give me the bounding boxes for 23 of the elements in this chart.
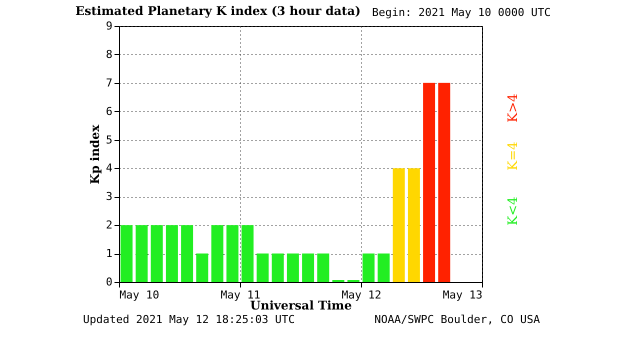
chart-title: Estimated Planetary K index (3 hour data) (75, 4, 361, 18)
y-axis-title: Kp index (88, 124, 102, 184)
y-tick-label: 9 (106, 20, 112, 32)
text: K>4 (506, 94, 521, 122)
x-axis-title: Universal Time (250, 298, 352, 312)
y-tick-label: 8 (106, 48, 112, 61)
x-tick-label: May 12 (342, 288, 382, 302)
y-tick-label: 5 (106, 133, 112, 146)
text: NOAA/SWPC Boulder, CO USA (374, 313, 540, 326)
x-tick-label: May 10 (120, 288, 160, 302)
text: Updated 2021 May 12 18:25:03 UTC (83, 313, 295, 326)
text: K<4 (506, 196, 521, 226)
y-tick-label: 7 (106, 76, 112, 90)
y-tick-label: 4 (106, 162, 113, 175)
text: Begin: 2021 May 10 0000 UTC (372, 6, 551, 19)
text: K=4 (506, 142, 521, 170)
y-tick-label: 3 (106, 190, 112, 204)
x-tick-label: May 11 (220, 288, 260, 302)
y-tick-label: 6 (106, 104, 112, 118)
y-tick-label: 1 (106, 247, 112, 260)
x-tick-label: May 13 (442, 288, 482, 302)
y-tick-label: 2 (106, 218, 112, 232)
y-tick-label: 0 (106, 276, 112, 288)
